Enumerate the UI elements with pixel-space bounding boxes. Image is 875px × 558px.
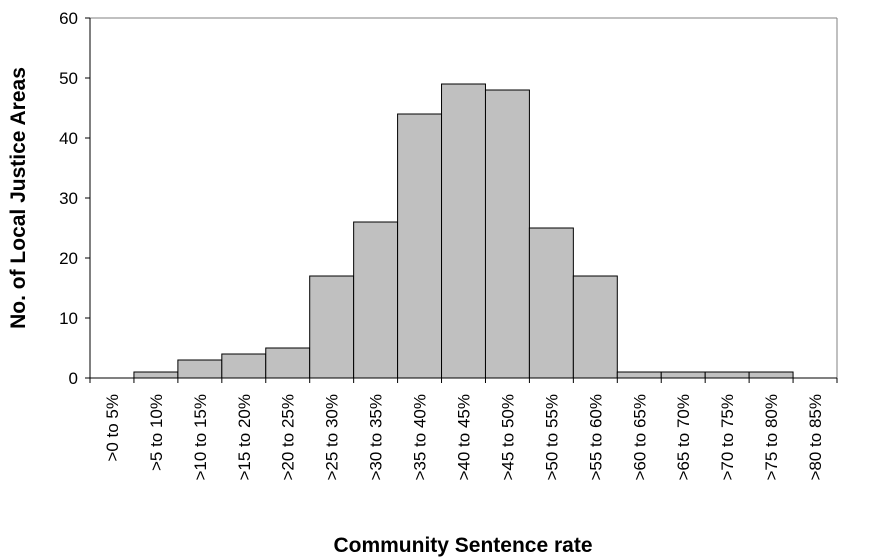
x-ticks-group: >0 to 5% >5 to 10% >10 to 15% >15 to 20% >20… xyxy=(89,378,838,481)
bar-15 xyxy=(748,371,794,379)
bars-group xyxy=(133,83,794,379)
bar-7 xyxy=(397,113,443,379)
y-ticks-group: 0 10 20 30 40 50 60 xyxy=(59,9,90,388)
bar-11 xyxy=(572,275,618,379)
bar-6 xyxy=(353,221,399,379)
bar-10 xyxy=(528,227,574,379)
x-tick-label: >20 to 25% xyxy=(279,394,298,481)
x-tick-label: >0 to 5% xyxy=(103,394,122,462)
bar-12 xyxy=(616,371,662,379)
bar-2 xyxy=(177,359,223,379)
bar-5 xyxy=(309,275,355,379)
y-tick-label: 10 xyxy=(59,309,78,328)
bar-1 xyxy=(133,371,179,379)
x-tick-label: >65 to 70% xyxy=(674,394,693,481)
x-tick-label: >55 to 60% xyxy=(586,394,605,481)
bar-14 xyxy=(704,371,750,379)
x-tick-label: >60 to 65% xyxy=(630,394,649,481)
bar-13 xyxy=(660,371,706,379)
x-tick-label: >30 to 35% xyxy=(367,394,386,481)
bar-8 xyxy=(441,83,486,379)
y-tick-label: 20 xyxy=(59,249,78,268)
x-tick-label: >40 to 45% xyxy=(455,394,474,481)
x-tick-label: >75 to 80% xyxy=(762,394,781,481)
x-tick-label: >35 to 40% xyxy=(411,394,430,481)
y-tick-label: 60 xyxy=(59,9,78,28)
x-axis-title: Community Sentence rate xyxy=(333,534,592,557)
x-tick-label: >80 to 85% xyxy=(806,394,825,481)
x-tick-label: >70 to 75% xyxy=(718,394,737,481)
y-tick-label: 0 xyxy=(69,369,78,388)
bar-9 xyxy=(484,89,530,379)
y-tick-label: 30 xyxy=(59,189,78,208)
bar-4 xyxy=(265,347,311,379)
x-tick-label: >10 to 15% xyxy=(191,394,210,481)
y-axis-title: No. of Local Justice Areas xyxy=(7,67,30,329)
bar-3 xyxy=(221,353,267,379)
y-tick-label: 50 xyxy=(59,69,78,88)
x-tick-label: >45 to 50% xyxy=(498,394,517,481)
x-tick-label: >25 to 30% xyxy=(323,394,342,481)
x-tick-label: >50 to 55% xyxy=(542,394,561,481)
y-tick-label: 40 xyxy=(59,129,78,148)
x-tick-label: >15 to 20% xyxy=(235,394,254,481)
x-tick-label: >5 to 10% xyxy=(147,394,166,471)
